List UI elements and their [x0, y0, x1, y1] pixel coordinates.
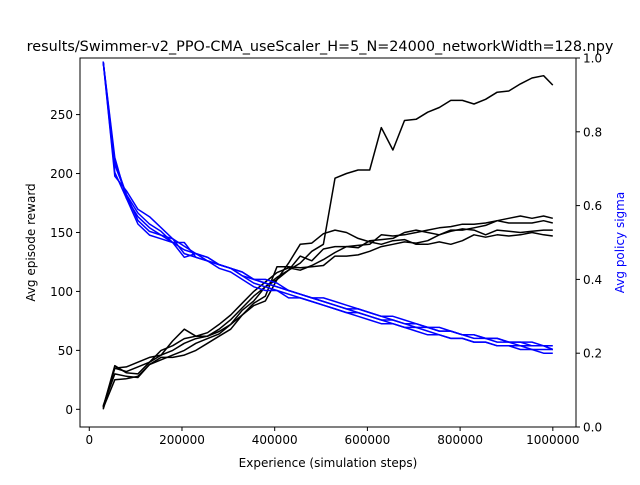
chart-title: results/Swimmer-v2_PPO-CMA_useScaler_H=5… — [27, 39, 614, 55]
reward-series-line-2 — [102, 228, 553, 408]
x-axis-label: Experience (simulation steps) — [239, 456, 418, 470]
y2-tick-label: 0.4 — [583, 273, 602, 287]
y2-tick-label: 1.0 — [583, 52, 602, 66]
y-tick-label: 100 — [50, 285, 73, 299]
sigma-series-line-5 — [102, 61, 553, 347]
y2-tick-label: 0.2 — [583, 347, 602, 361]
x-tick-label: 400000 — [252, 433, 298, 447]
reward-series-line-3 — [102, 219, 553, 407]
reward-series-line-1 — [102, 74, 554, 410]
x-axis-ticks: 0 200000 400000 600000 800000 1000000 — [85, 427, 580, 447]
sigma-series-group — [102, 61, 554, 354]
plot-frame — [79, 57, 577, 428]
x-tick-label: 1000000 — [526, 433, 579, 447]
y-axis-label: Avg episode reward — [24, 183, 38, 301]
y-tick-label: 150 — [50, 226, 73, 240]
y-tick-label: 250 — [50, 108, 73, 122]
y-tick-label: 0 — [65, 403, 73, 417]
reward-series-line-4 — [102, 229, 553, 409]
x-tick-label: 600000 — [344, 433, 390, 447]
y2-tick-label: 0.0 — [583, 421, 602, 435]
x-tick-label: 0 — [85, 433, 93, 447]
reward-series-group — [102, 74, 554, 410]
y2-tick-label: 0.6 — [583, 199, 602, 213]
y2-axis-label: Avg policy sigma — [613, 192, 627, 293]
y-tick-label: 200 — [50, 167, 73, 181]
x-tick-label: 800000 — [437, 433, 483, 447]
y-tick-label: 50 — [58, 344, 73, 358]
sigma-series-line-3 — [102, 61, 554, 351]
reward-series-line-5 — [102, 215, 553, 408]
y2-axis-ticks: 0.0 0.2 0.4 0.6 0.8 1.0 — [576, 52, 602, 435]
y-axis-ticks: 0 50 100 150 200 250 — [50, 108, 80, 417]
y2-tick-label: 0.8 — [583, 125, 602, 139]
x-tick-label: 200000 — [159, 433, 205, 447]
